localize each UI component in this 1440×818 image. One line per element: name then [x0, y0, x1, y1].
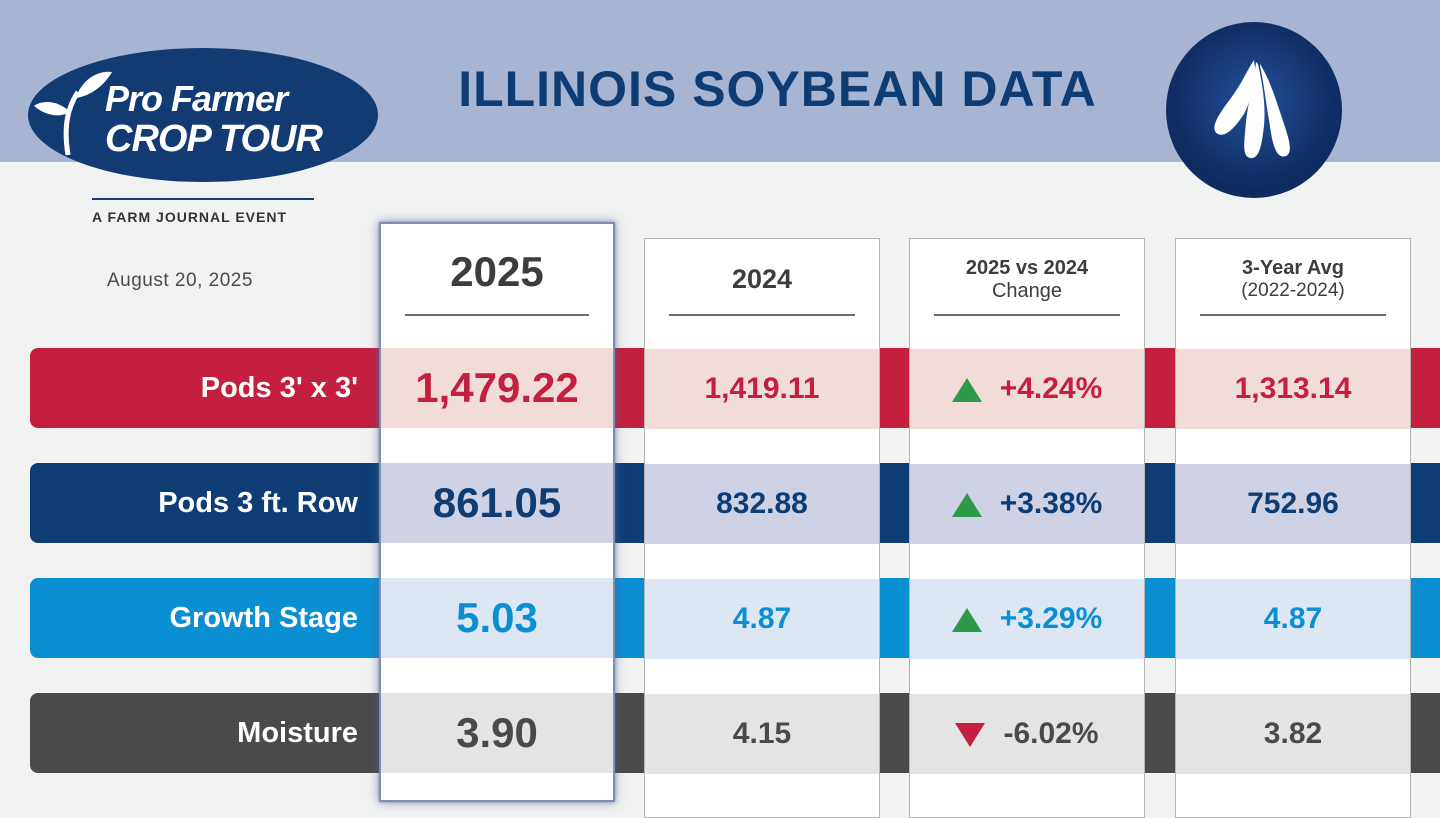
- column-header-2025: 2025: [450, 248, 544, 295]
- cell-2024-growth-stage: 4.87: [645, 579, 879, 659]
- column-header-rule: [934, 314, 1120, 316]
- column-change: 2025 vs 2024 Change +4.24% +3.38% +3.29%…: [909, 238, 1145, 818]
- row-label-pods-3ft-row: Pods 3 ft. Row: [158, 487, 358, 519]
- cell-avg-pods-3ft-row: 752.96: [1176, 464, 1410, 544]
- report-date: August 20, 2025: [107, 270, 253, 291]
- change-value: +4.24%: [999, 372, 1103, 405]
- column-header-change-subtitle: Change: [991, 280, 1063, 302]
- column-header-rule: [405, 314, 589, 316]
- row-label-pods-3x3: Pods 3' x 3': [200, 372, 358, 404]
- change-value: +3.29%: [999, 602, 1103, 635]
- column-header-change-title: 2025 vs 2024: [965, 257, 1089, 279]
- up-arrow-icon: [951, 608, 982, 633]
- cell-change-pods-3x3: +4.24%: [910, 349, 1144, 429]
- column-header-avg-subtitle: (2022-2024): [1241, 280, 1345, 301]
- cell-2025-moisture: 3.90: [381, 693, 613, 773]
- cell-2025-pods-3x3: 1,479.22: [381, 348, 613, 428]
- soybean-pod-icon: [1214, 60, 1290, 159]
- logo-text-pro-farmer: Pro Farmer: [105, 78, 288, 119]
- cell-change-growth-stage: +3.29%: [910, 579, 1144, 659]
- column-header-rule: [669, 314, 855, 316]
- cell-change-pods-3ft-row: +3.38%: [910, 464, 1144, 544]
- row-label-moisture: Moisture: [237, 717, 358, 749]
- cell-2025-pods-3ft-row: 861.05: [381, 463, 613, 543]
- logo-divider: [92, 198, 314, 200]
- column-3yr-avg: 3-Year Avg (2022-2024) 1,313.14 752.96 4…: [1175, 238, 1411, 818]
- up-arrow-icon: [951, 378, 982, 403]
- sprout-icon: [34, 71, 112, 156]
- soybean-badge: [1166, 22, 1342, 198]
- column-header-avg-title: 3-Year Avg: [1242, 257, 1344, 279]
- logo-tagline: A FARM JOURNAL EVENT: [92, 209, 288, 225]
- page-title: ILLINOIS SOYBEAN DATA: [458, 61, 1097, 117]
- cell-2024-moisture: 4.15: [645, 694, 879, 774]
- row-label-growth-stage: Growth Stage: [169, 602, 358, 634]
- cell-2025-growth-stage: 5.03: [381, 578, 613, 658]
- cell-2024-pods-3ft-row: 832.88: [645, 464, 879, 544]
- cell-avg-growth-stage: 4.87: [1176, 579, 1410, 659]
- logo: [28, 48, 378, 182]
- up-arrow-icon: [951, 493, 982, 518]
- column-2024: 2024 1,419.11 832.88 4.87 4.15: [644, 238, 880, 818]
- change-value: +3.38%: [999, 487, 1103, 520]
- cell-avg-moisture: 3.82: [1176, 694, 1410, 774]
- column-header-2024: 2024: [731, 264, 793, 294]
- cell-change-moisture: -6.02%: [910, 694, 1144, 774]
- cell-2024-pods-3x3: 1,419.11: [645, 349, 879, 429]
- cell-avg-pods-3x3: 1,313.14: [1176, 349, 1410, 429]
- column-header-rule: [1200, 314, 1386, 316]
- down-arrow-icon: [955, 723, 986, 748]
- change-value: -6.02%: [1003, 717, 1099, 750]
- column-2025: 2025 1,479.22 861.05 5.03 3.90: [379, 222, 615, 802]
- logo-text-crop-tour: CROP TOUR: [105, 118, 323, 160]
